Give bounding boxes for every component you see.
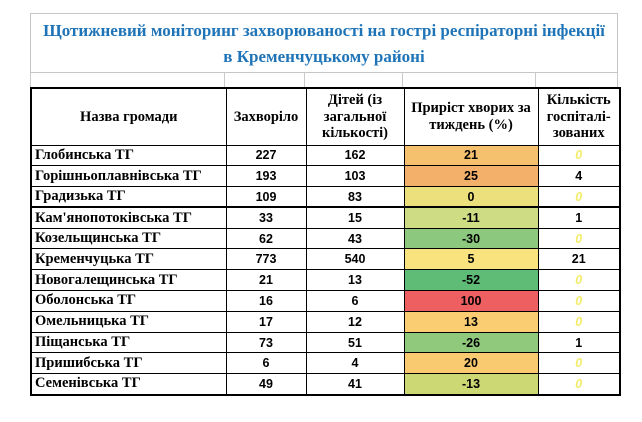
children-count-cell: 51 (305, 331, 405, 354)
children-count-cell: 15 (305, 206, 405, 229)
col-header-community: Назва громади (30, 87, 227, 146)
community-name-cell: Піщанська ТГ (30, 331, 227, 354)
table-row: Семенівська ТГ 49 41 -13 0 (30, 373, 621, 396)
hospitalized-count-cell: 0 (537, 290, 621, 312)
spacer-cell (31, 72, 226, 88)
children-count-cell: 540 (305, 248, 405, 271)
col-header-hospitalized: Кількість госпіталі-зованих (537, 87, 621, 146)
col-header-children: Дітей (із загальної кількості) (305, 87, 405, 146)
community-name-cell: Градизька ТГ (30, 186, 227, 209)
children-count-cell: 4 (305, 352, 405, 375)
table-row: Оболонська ТГ 16 6 100 0 (30, 290, 621, 312)
sick-count-cell: 227 (225, 144, 307, 167)
table-row: Пришибська ТГ 6 4 20 0 (30, 352, 621, 375)
children-count-cell: 103 (305, 165, 405, 188)
sick-count-cell: 21 (225, 269, 307, 292)
hospitalized-count-cell: 0 (537, 227, 621, 250)
children-count-cell: 13 (305, 269, 405, 292)
sick-count-cell: 193 (225, 165, 307, 188)
growth-percent-cell: 100 (403, 290, 539, 312)
community-name-cell: Новогалещинська ТГ (30, 269, 227, 292)
community-name-cell: Горішньоплавнівська ТГ (30, 165, 227, 188)
hospitalized-count-cell: 0 (537, 269, 621, 292)
sick-count-cell: 17 (225, 310, 307, 333)
spacer-row (30, 72, 618, 88)
growth-percent-cell: -26 (403, 331, 539, 354)
growth-percent-cell: -11 (403, 206, 539, 229)
sick-count-cell: 773 (225, 248, 307, 271)
table-row: Градизька ТГ 109 83 0 0 (30, 186, 621, 209)
community-name-cell: Семенівська ТГ (30, 373, 227, 396)
table-row: Горішньоплавнівська ТГ 193 103 25 4 (30, 165, 621, 188)
children-count-cell: 43 (305, 227, 405, 250)
hospitalized-count-cell: 0 (537, 373, 621, 396)
spacer-cell (225, 72, 306, 88)
sick-count-cell: 6 (225, 352, 307, 375)
growth-percent-cell: -13 (403, 373, 539, 396)
growth-percent-cell: 5 (403, 248, 539, 271)
growth-percent-cell: 20 (403, 352, 539, 375)
growth-percent-cell: -52 (403, 269, 539, 292)
community-name-cell: Кам'янопотоківська ТГ (30, 206, 227, 229)
report-title-line1: Щотижневий моніторинг захворюваності на … (43, 21, 605, 40)
table-row: Кременчуцька ТГ 773 540 5 21 (30, 248, 621, 271)
table-row: Новогалещинська ТГ 21 13 -52 0 (30, 269, 621, 292)
growth-percent-cell: 21 (403, 144, 539, 167)
sick-count-cell: 16 (225, 290, 307, 312)
data-table: Назва громади Захворіло Дітей (із загаль… (30, 87, 621, 396)
col-header-sick: Захворіло (225, 87, 307, 146)
table-body: Глобинська ТГ 227 162 21 0 Горішньоплавнівськ… (30, 144, 621, 396)
children-count-cell: 162 (305, 144, 405, 167)
spacer-cell (305, 72, 403, 88)
table-row: Козельщинська ТГ 62 43 -30 0 (30, 227, 621, 250)
sick-count-cell: 109 (225, 186, 307, 209)
children-count-cell: 83 (305, 186, 405, 209)
hospitalized-count-cell: 0 (537, 310, 621, 333)
sick-count-cell: 33 (225, 206, 307, 229)
spacer-cell (403, 72, 537, 88)
header-row: Назва громади Захворіло Дітей (із загаль… (30, 87, 621, 146)
community-name-cell: Кременчуцька ТГ (30, 248, 227, 271)
sick-count-cell: 49 (225, 373, 307, 396)
spacer-cell (536, 72, 617, 88)
table-row: Кам'янопотоківська ТГ 33 15 -11 1 (30, 206, 621, 229)
growth-percent-cell: 0 (403, 186, 539, 209)
community-name-cell: Омельницька ТГ (30, 310, 227, 333)
hospitalized-count-cell: 4 (537, 165, 621, 188)
hospitalized-count-cell: 21 (537, 248, 621, 271)
sick-count-cell: 62 (225, 227, 307, 250)
table-row: Омельницька ТГ 17 12 13 0 (30, 310, 621, 333)
growth-percent-cell: 13 (403, 310, 539, 333)
growth-percent-cell: 25 (403, 165, 539, 188)
table-row: Піщанська ТГ 73 51 -26 1 (30, 331, 621, 354)
community-name-cell: Глобинська ТГ (30, 144, 227, 167)
table-row: Глобинська ТГ 227 162 21 0 (30, 144, 621, 167)
hospitalized-count-cell: 1 (537, 331, 621, 354)
report-title: Щотижневий моніторинг захворюваності на … (30, 13, 618, 73)
children-count-cell: 41 (305, 373, 405, 396)
community-name-cell: Козельщинська ТГ (30, 227, 227, 250)
hospitalized-count-cell: 0 (537, 186, 621, 209)
growth-percent-cell: -30 (403, 227, 539, 250)
report-title-line2: в Кременчуцькому районі (223, 47, 425, 66)
community-name-cell: Пришибська ТГ (30, 352, 227, 375)
children-count-cell: 12 (305, 310, 405, 333)
hospitalized-count-cell: 0 (537, 352, 621, 375)
children-count-cell: 6 (305, 290, 405, 312)
hospitalized-count-cell: 1 (537, 206, 621, 229)
col-header-growth: Приріст хворих за тиждень (%) (403, 87, 539, 146)
hospitalized-count-cell: 0 (537, 144, 621, 167)
community-name-cell: Оболонська ТГ (30, 290, 227, 312)
sick-count-cell: 73 (225, 331, 307, 354)
